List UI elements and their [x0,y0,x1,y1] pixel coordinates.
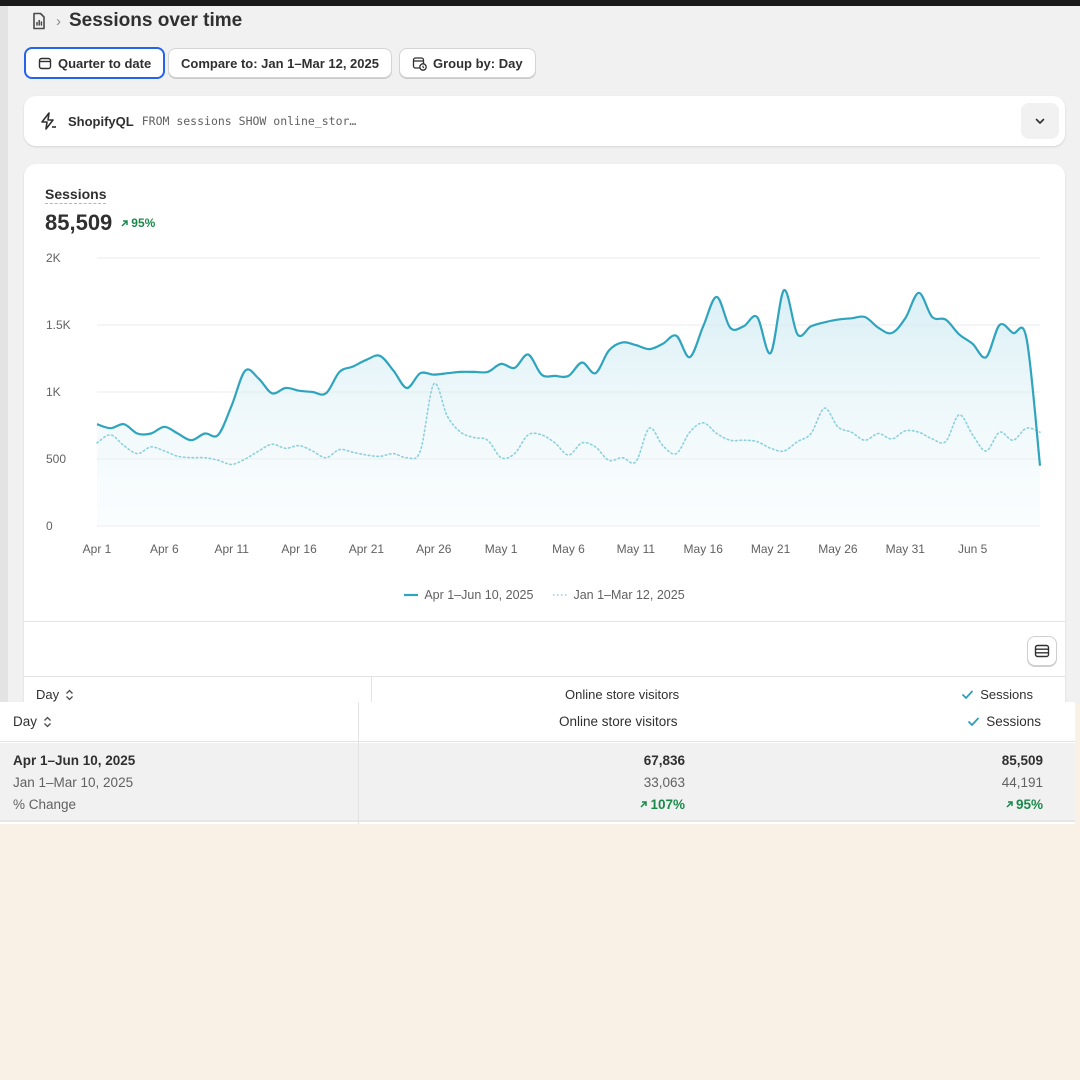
y-tick-label: 1K [46,385,61,399]
x-tick-label: May 21 [751,542,791,556]
metric-label[interactable]: Sessions [45,186,107,204]
legend-item-comparison[interactable]: Jan 1–Mar 12, 2025 [553,588,685,602]
compare-button[interactable]: Compare to: Jan 1–Mar 12, 2025 [168,48,392,78]
day-column-header[interactable]: Day [13,714,52,729]
metric-change-value: 95% [131,216,156,230]
row-change-sessions: 95% [1005,797,1043,812]
chart-legend: Apr 1–Jun 10, 2025 Jan 1–Mar 12, 2025 [24,588,1065,602]
expand-query-button[interactable] [1021,103,1059,139]
lightning-icon [41,112,56,130]
row-current-visitors: 67,836 [643,753,685,768]
check-icon [968,717,980,727]
table-icon [1034,644,1050,658]
page-title: Sessions over time [69,10,243,31]
date-range-label: Quarter to date [58,55,152,71]
x-tick-label: Apr 6 [150,542,179,556]
series-line-comparison[interactable] [96,382,1041,466]
sessions-change-value: 95% [1015,797,1043,812]
table-header-row: Day Online store visitors Sessions [24,676,1065,704]
breadcrumb: › Sessions over time [30,8,242,34]
x-tick-label: Apr 21 [349,542,385,556]
series-area-current [97,290,1040,526]
row-previous-sessions: 44,191 [1001,775,1043,790]
day-header-label: Day [36,687,60,702]
row-change-visitors: 107% [639,797,685,812]
row-change-label: % Change [13,797,77,812]
table-view-button[interactable] [1027,636,1057,666]
chevron-right-icon: › [56,12,61,30]
sessions-header-label: Sessions [986,714,1041,729]
column-divider [371,677,372,704]
x-tick-label: May 6 [552,542,585,556]
x-tick-label: May 1 [485,542,518,556]
x-tick-label: Apr 11 [214,542,249,556]
sessions-line-chart[interactable]: 0 500 1K 1.5K 2K Apr 1 Apr 6 Apr 11 Apr 16 Apr 21… [24,164,1065,584]
arrow-up-right-icon [121,219,129,227]
legend-label-comparison: Jan 1–Mar 12, 2025 [573,588,685,602]
chevron-down-icon [1035,118,1045,124]
visitors-change-value: 107% [650,797,685,812]
x-tick-label: Jun 5 [958,542,988,556]
summary-table: Day Online store visitors Sessions Apr 1… [0,702,1075,824]
arrow-up-right-icon [1006,801,1013,808]
group-by-button[interactable]: Group by: Day [399,48,536,78]
y-tick-label: 2K [46,251,61,265]
legend-label-current: Apr 1–Jun 10, 2025 [424,588,534,602]
row-current-label: Apr 1–Jun 10, 2025 [13,753,136,768]
summary-table-header: Day Online store visitors Sessions [0,702,1075,742]
left-sidebar-edge [0,6,8,704]
day-header-label: Day [13,714,38,729]
calendar-clock-icon [412,56,427,71]
metric-change: 95% [120,216,155,230]
compare-label: Compare to: Jan 1–Mar 12, 2025 [181,55,379,71]
column-divider [358,702,359,824]
series-line-current[interactable] [96,289,1042,466]
y-tick-label: 1.5K [46,318,71,332]
sort-icon [44,716,51,727]
sessions-header-label: Sessions [980,687,1033,702]
x-tick-label: May 26 [818,542,858,556]
row-previous-visitors: 33,063 [643,775,685,790]
sort-icon [66,689,74,700]
sessions-column-header[interactable]: Sessions [967,714,1041,729]
shopifyql-label: ShopifyQL [68,113,134,129]
x-tick-label: Apr 16 [281,542,317,556]
query-preview: FROM sessions SHOW online_stor… [141,114,357,128]
summary-table-body: Apr 1–Jun 10, 2025 67,836 85,509 Jan 1–M… [0,743,1075,822]
check-icon [962,690,974,700]
x-tick-label: May 31 [886,542,926,556]
date-range-button[interactable]: Quarter to date [24,47,166,79]
visitors-column-header[interactable]: Online store visitors [559,714,678,729]
y-tick-label: 0 [46,519,53,533]
metric-summary: 85,509 95% [45,210,155,236]
group-by-label: Group by: Day [433,55,523,71]
row-current-sessions: 85,509 [1001,753,1043,768]
row-previous-label: Jan 1–Mar 10, 2025 [13,775,134,790]
day-column-header[interactable]: Day [36,687,74,702]
legend-solid-swatch [404,593,419,597]
x-tick-label: Apr 1 [83,542,112,556]
divider [24,621,1065,622]
arrow-up-right-icon [640,801,648,808]
calendar-icon [38,57,52,70]
legend-dotted-swatch [553,594,568,596]
sessions-column-header[interactable]: Sessions [961,687,1033,702]
report-icon[interactable] [30,12,48,30]
sessions-chart-card: Sessions 85,509 95% 0 500 1K 1.5K 2K Apr 1 Apr… [24,164,1065,704]
x-tick-label: May 11 [617,542,656,556]
x-tick-label: Apr 26 [416,542,452,556]
shopifyql-bar[interactable]: ShopifyQL FROM sessions SHOW online_stor… [24,96,1065,146]
analytics-app: › Sessions over time Quarter to date Com… [0,6,1080,704]
legend-item-current[interactable]: Apr 1–Jun 10, 2025 [404,588,533,602]
top-bar [0,0,1080,6]
y-tick-label: 500 [46,452,66,466]
visitors-column-header[interactable]: Online store visitors [565,687,680,702]
x-tick-label: May 16 [684,542,724,556]
metric-value: 85,509 [45,210,113,235]
